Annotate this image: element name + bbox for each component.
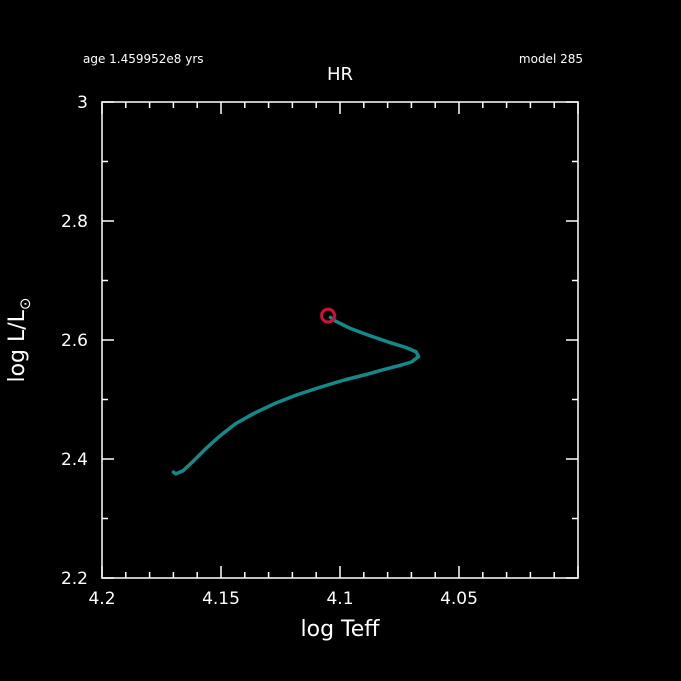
x-tick-label: 4.05 <box>440 589 478 609</box>
y-axis-label: log L/L⊙ <box>5 297 34 382</box>
x-tick-label: 4.2 <box>88 589 115 609</box>
model-label: model 285 <box>519 52 583 66</box>
y-axis-label-text: log L/L <box>5 309 30 382</box>
x-axis-label: log Teff <box>301 617 381 642</box>
y-tick-label: 2.4 <box>61 450 88 470</box>
age-label: age 1.459952e8 yrs <box>83 52 204 66</box>
current-model-marker <box>320 307 337 324</box>
y-tick-label: 2.2 <box>61 569 88 589</box>
x-tick-labels: 4.2 4.15 4.1 4.05 <box>88 589 477 609</box>
y-tick-label: 2.8 <box>61 212 88 232</box>
chart-title: HR <box>327 64 353 85</box>
y-tick-label: 2.6 <box>61 331 88 351</box>
y-tick-labels: 2.2 2.4 2.6 2.8 3 <box>61 93 88 589</box>
evolution-track <box>171 315 421 476</box>
axis-ticks <box>101 101 579 579</box>
x-tick-label: 4.15 <box>202 589 240 609</box>
plot-frame <box>101 101 579 579</box>
sun-symbol-icon: ⊙ <box>16 297 34 310</box>
y-tick-label: 3 <box>77 93 88 113</box>
x-tick-label: 4.1 <box>326 589 353 609</box>
